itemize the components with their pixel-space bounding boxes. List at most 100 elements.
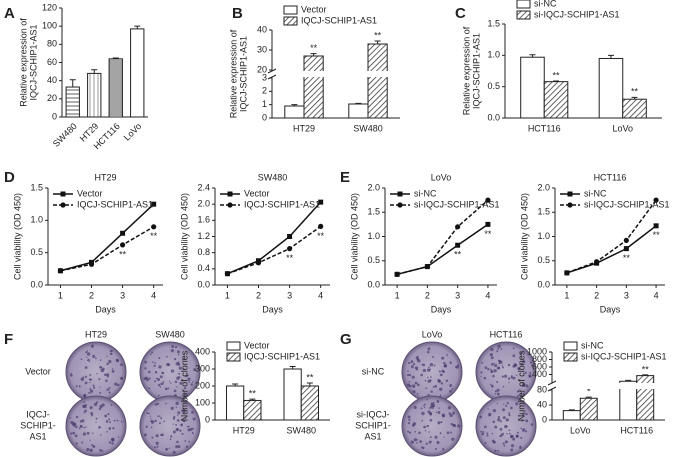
colony [81,419,85,423]
y-tick-label: 30 [257,44,267,54]
colony [484,442,487,445]
colony [105,420,109,423]
colony [438,370,441,373]
legend-label: si-IQCJ-SCHIP1-AS1 [584,199,670,209]
colony [145,425,148,428]
legend-label: IQCJ-SCHIP1-AS1 [244,199,320,209]
colony [159,386,162,388]
colony [408,373,412,377]
colony [176,350,180,354]
colony [149,415,152,417]
colony [99,405,103,409]
error-bar [529,54,536,58]
colony [490,347,494,352]
colony [431,403,436,408]
series-line [396,199,489,276]
colony [170,435,173,438]
colony [89,389,94,393]
colony [416,439,419,441]
colony [522,429,525,432]
significance-label: ** [286,253,294,263]
colony [412,363,416,366]
colony [421,446,425,450]
colony [503,444,506,447]
colony [426,424,429,428]
significance-label: ** [484,229,492,239]
y-tick-label: 20 [257,64,267,74]
x-tick-label: 1 [58,290,63,300]
colony [520,363,523,366]
colony [89,388,92,391]
colony [80,377,84,381]
colony [170,369,175,373]
colony [191,381,194,383]
colony [498,359,502,363]
marker [397,202,403,208]
colony [436,440,440,445]
colony [173,415,176,419]
colony [450,422,454,426]
colony [437,411,441,414]
colony [186,425,189,428]
colony [176,386,178,388]
colony [144,367,147,370]
x-tick-label: LoVo [570,425,591,435]
colony [430,376,432,378]
colony [445,379,449,383]
colony [480,430,483,433]
x-tick-label: SW480 [51,121,79,149]
colony [173,358,177,361]
y-tick-label: 40 [257,24,267,34]
bar [579,397,598,421]
colony [116,419,119,422]
colony [416,393,419,395]
y-tick-label: 2.0 [197,199,210,209]
colony [427,368,429,370]
colony [522,360,526,364]
colony [150,426,153,429]
colony [69,417,72,419]
colony [520,427,523,430]
colony [176,414,179,416]
x-axis-label: Days [262,304,283,314]
y-tick-label: 120 [42,2,57,12]
y-tick-label: 0 [542,414,547,424]
y-tick-label: 800 [532,354,547,364]
x-tick-label: 3 [455,290,460,300]
colony [510,376,513,379]
x-tick-label: 3 [120,290,125,300]
colony [184,417,187,420]
colony [179,381,183,385]
colony [179,429,182,432]
colony [84,381,88,385]
colony [86,431,90,435]
axis-break [548,383,667,389]
colony [85,426,87,428]
colony [496,350,499,353]
bar [108,58,123,118]
colony [494,449,497,452]
axis-break-mark [547,386,557,392]
colony [148,370,151,374]
colony [423,425,426,429]
colony-dish [65,395,127,457]
colony [428,431,430,433]
legend-label: Vector [244,188,270,198]
colony [491,363,494,366]
colony [175,428,179,432]
colony [430,390,433,393]
colony [92,384,95,387]
colony [176,419,180,422]
colony [178,372,181,375]
error-bar [289,365,296,369]
colony [524,410,526,412]
colony [89,406,93,410]
colony [106,355,108,357]
colony [508,414,511,417]
y-axis-label: IQCJ-SCHIP1-AS1 [471,33,481,109]
colony [425,442,428,445]
colony [531,364,533,367]
colony [519,446,522,449]
panel-letter: F [4,331,13,348]
y-tick-label: 80 [47,39,57,49]
